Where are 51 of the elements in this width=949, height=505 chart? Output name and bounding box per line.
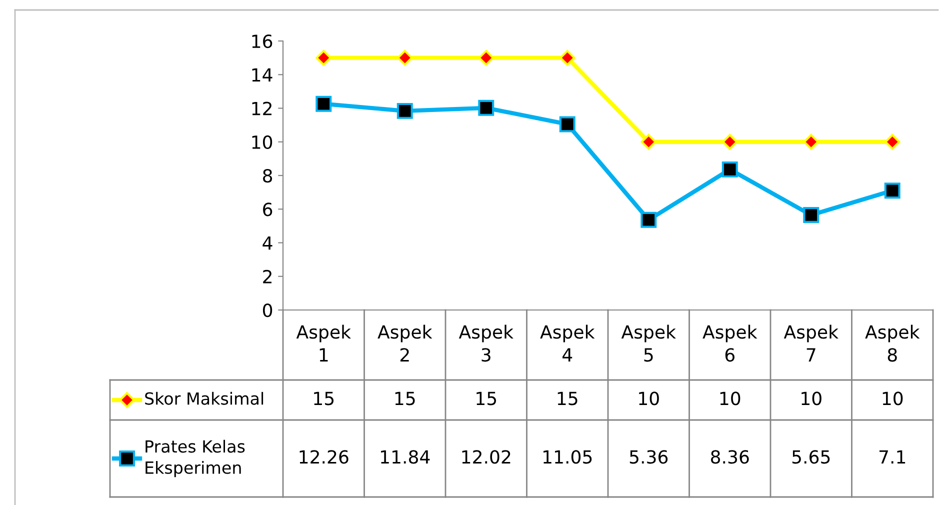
point: [316, 96, 332, 112]
data-label: 11.05: [544, 450, 592, 464]
data-label: 12.26: [300, 450, 348, 464]
data-label: 15: [558, 392, 578, 406]
legend-label: Prates Kelas Eksperimen: [146, 440, 245, 478]
point: [316, 50, 332, 66]
data-label: 15: [314, 392, 334, 406]
y-tick-label: 12: [252, 102, 272, 116]
point: [803, 134, 820, 150]
x-tick-label: Aspek 3: [458, 324, 514, 362]
point: [640, 212, 657, 228]
y-tick-label: 6: [263, 202, 272, 216]
point: [640, 134, 657, 150]
point: [803, 207, 820, 223]
y-tick-label: 10: [252, 135, 272, 149]
x-tick-label: Aspek 7: [784, 324, 838, 362]
point: [559, 50, 576, 66]
point: [884, 182, 900, 199]
point: [478, 100, 494, 116]
x-tick-label: Aspek 5: [621, 324, 676, 362]
y-tick-label: 2: [263, 270, 272, 284]
data-label: 11.84: [381, 450, 430, 464]
data-label: 12.02: [462, 450, 510, 464]
data-label: 15: [395, 392, 415, 406]
point: [884, 134, 900, 150]
data-label: 10: [882, 392, 903, 406]
y-tick-label: 16: [252, 34, 272, 48]
point: [722, 161, 738, 178]
point: [559, 116, 576, 132]
y-tick-label: 14: [252, 68, 272, 82]
data-label: 10: [639, 392, 659, 406]
point: [722, 134, 738, 150]
data-label: 15: [476, 392, 496, 406]
point: [396, 102, 413, 119]
x-tick-label: Aspek 8: [865, 324, 920, 362]
data-label: 10: [720, 392, 740, 406]
y-tick-label: 4: [262, 236, 272, 250]
data-label: 7.1: [880, 450, 906, 464]
data-label: 5.65: [792, 450, 830, 464]
x-tick-label: Aspek 1: [296, 324, 351, 362]
y-tick-label: 8: [263, 168, 272, 183]
data-label: 5.36: [630, 450, 668, 464]
point: [396, 50, 413, 66]
data-label: 10: [802, 392, 822, 406]
x-tick-label: Aspek 2: [378, 324, 432, 362]
point: [478, 50, 494, 66]
x-tick-label: Aspek 6: [702, 324, 758, 362]
y-tick-label: 0: [262, 303, 272, 318]
legend-label: Skor Maksimal: [145, 392, 264, 405]
data-label: 8.36: [711, 450, 749, 464]
x-tick-label: Aspek 4: [540, 324, 595, 362]
